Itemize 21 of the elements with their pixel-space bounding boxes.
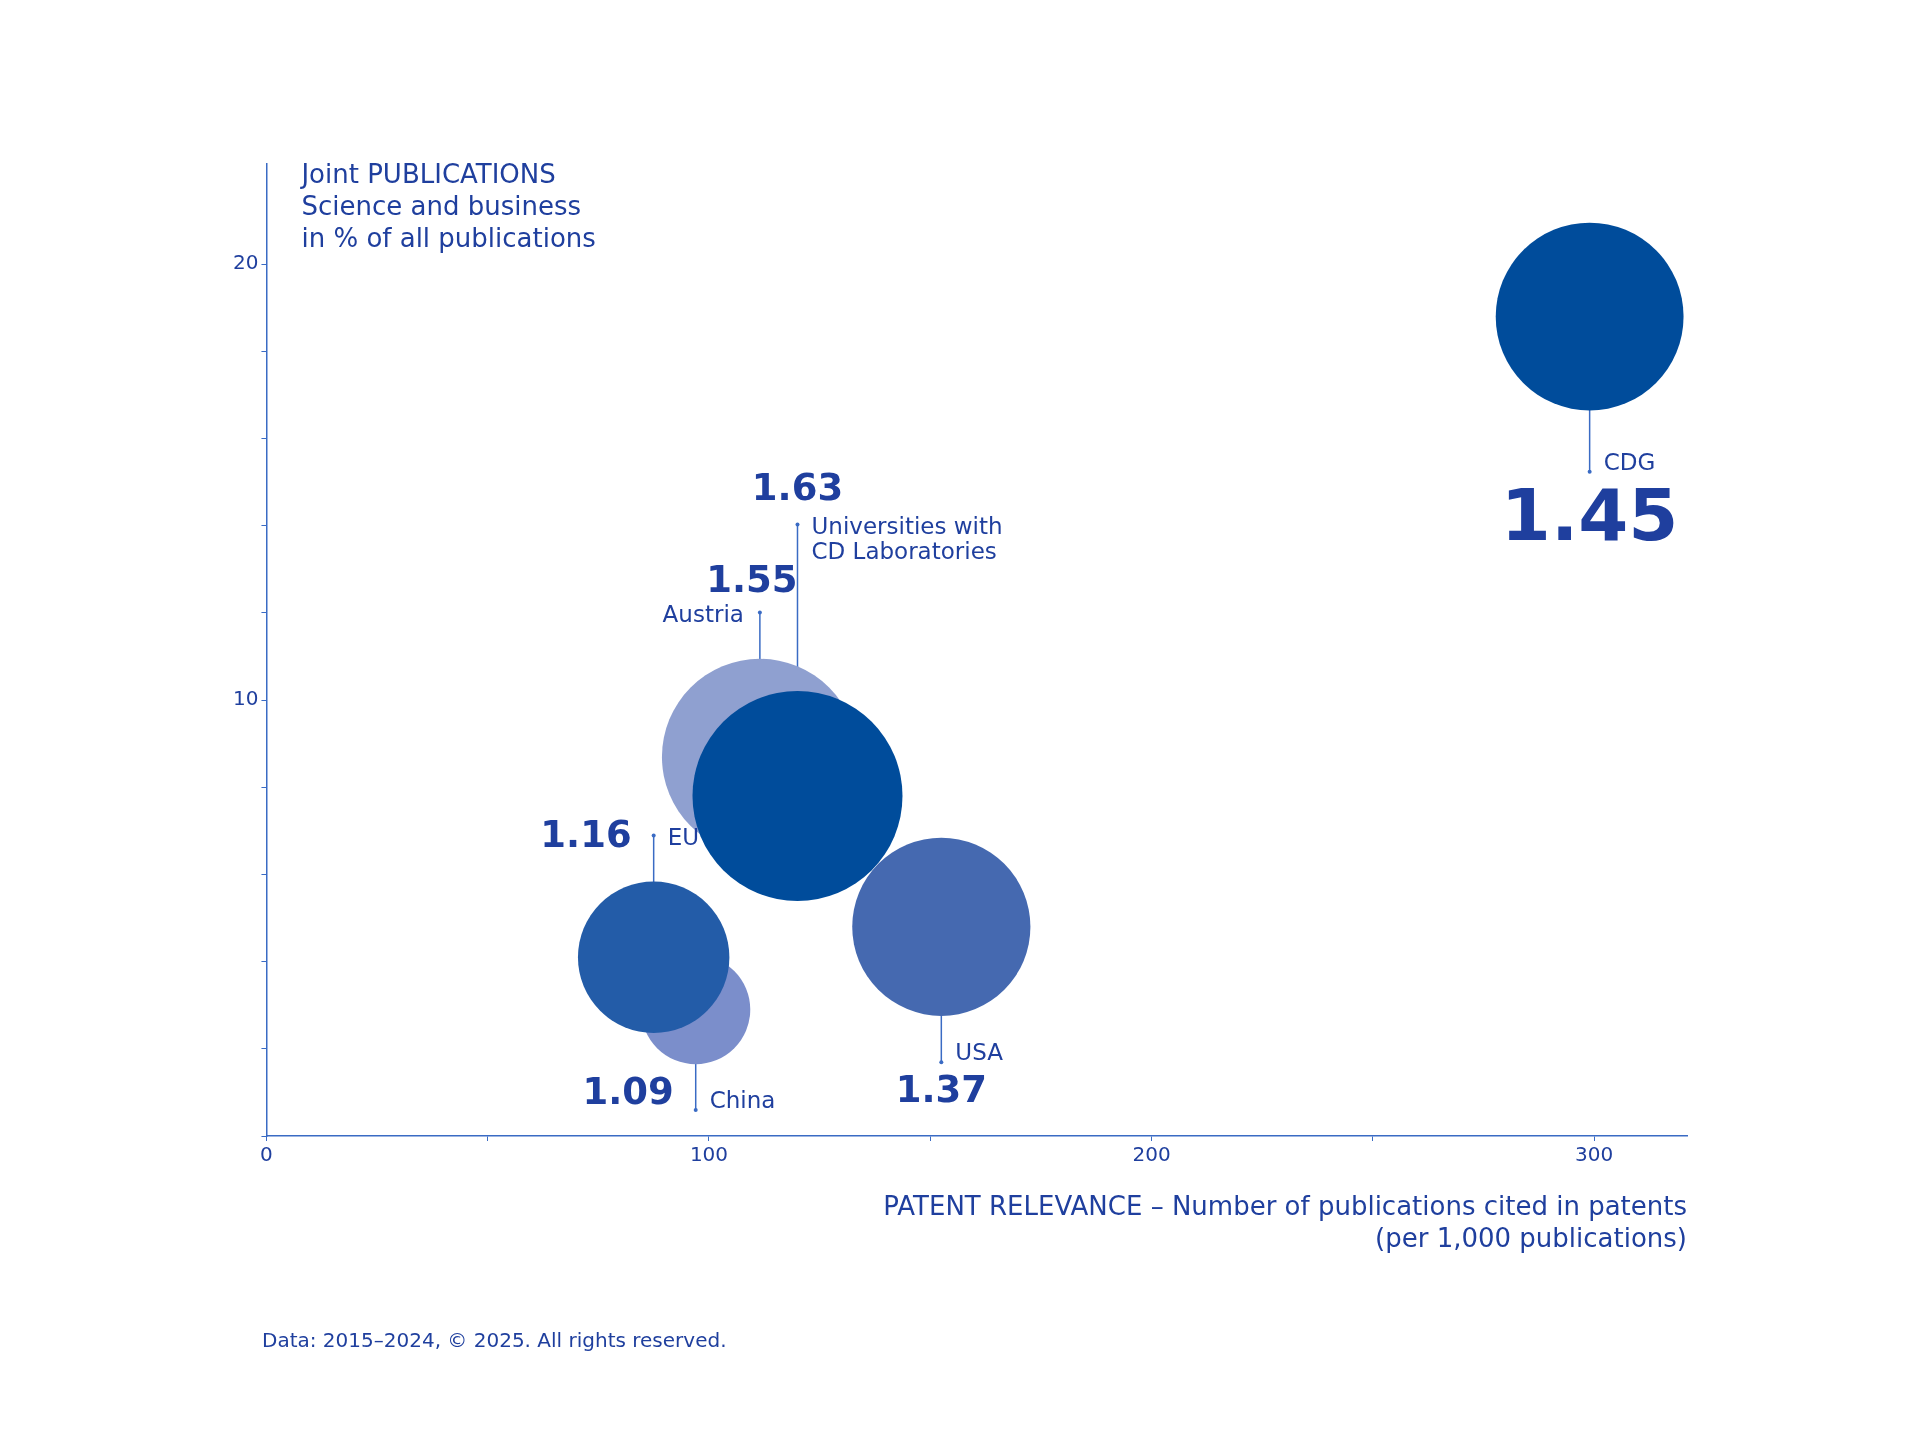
x-tick-label: 100 [689,1142,729,1167]
y-tick-label: 10 [233,686,259,711]
series-label: China [709,1086,776,1113]
x-tick-label: 0 [260,1142,273,1167]
y-tick-label: 20 [233,250,259,275]
y-axis-title: Joint PUBLICATIONS Science and business in % of all publications [299,158,596,253]
annotation: 1.45 [1500,473,1679,558]
annotation: 1.55 [706,558,798,602]
x-tick-label: 300 [1574,1142,1614,1167]
x-tick-label: 200 [1132,1142,1171,1167]
series-label: Austria [662,601,744,628]
annotation: 1.63 [751,466,844,510]
text: Data: 2015–2024, © 2025. All rights reserved. [262,1328,727,1353]
text: Universities with CD Laboratories [811,513,1003,565]
annotation: 1.09 [582,1069,674,1113]
x-axis-title: PATENT RELEVANCE – Number of publications cited in patents (per 1,000 publications) [883,1190,1687,1253]
annotation: 1.16 [540,813,632,857]
series-label: USA [955,1039,1004,1066]
annotation: 1.37 [895,1068,987,1112]
series-label: CDG [1603,448,1656,475]
series-label: EU [667,824,700,851]
